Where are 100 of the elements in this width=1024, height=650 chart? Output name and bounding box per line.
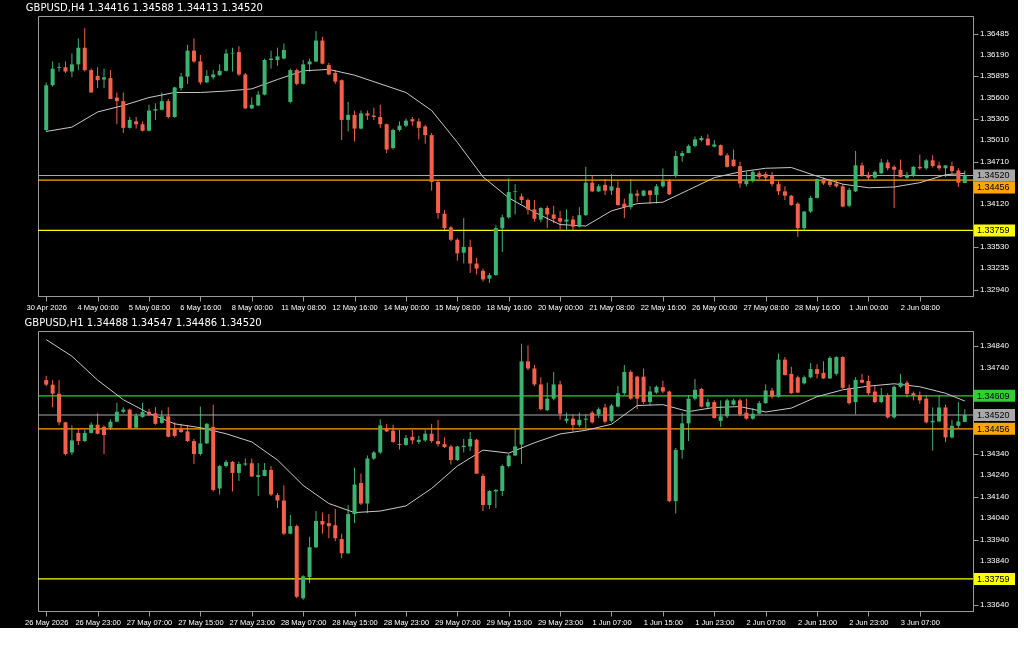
candlestick — [660, 167, 665, 189]
candlestick — [513, 427, 518, 457]
candlestick — [320, 36, 325, 65]
candlestick — [224, 459, 229, 469]
ref-line-label: 1.34520 — [977, 170, 1010, 181]
candlestick — [956, 401, 961, 429]
candlestick — [898, 159, 903, 179]
candlestick — [847, 187, 852, 208]
y-tick-label: 1.34040 — [980, 513, 1010, 523]
candlestick — [76, 37, 81, 71]
candlestick — [320, 512, 325, 535]
candlestick — [249, 458, 254, 478]
y-tick-label: 1.35895 — [980, 71, 1010, 81]
y-tick-label: 1.35010 — [980, 135, 1010, 145]
ref-line-label: 1.34609 — [977, 390, 1010, 401]
candlestick — [230, 460, 235, 492]
y-tick-label: 1.33530 — [980, 241, 1010, 251]
chart-title: GBPUSD,H1 1.34488 1.34547 1.34486 1.34520 — [24, 317, 262, 328]
y-tick-label: 1.33840 — [980, 556, 1010, 566]
candlestick — [660, 380, 665, 394]
candlestick — [532, 199, 537, 223]
y-tick-label: 1.35305 — [980, 113, 1010, 123]
candlestick — [436, 419, 441, 447]
y-tick-label: 1.35600 — [980, 92, 1010, 102]
candlestick — [217, 464, 222, 495]
candlestick — [82, 27, 87, 73]
candlestick — [146, 104, 151, 132]
candlestick — [545, 205, 550, 229]
candlestick — [500, 213, 505, 253]
candlestick — [378, 104, 383, 129]
candlestick — [737, 161, 742, 189]
candlestick — [937, 394, 942, 423]
candlestick — [301, 59, 306, 86]
y-tick-label: 1.34840 — [980, 341, 1010, 351]
candlestick — [648, 189, 653, 205]
candlestick — [416, 117, 421, 140]
candlestick — [108, 69, 113, 100]
candlestick — [892, 164, 897, 209]
y-tick-label: 1.34140 — [980, 491, 1010, 501]
candlestick — [693, 378, 697, 401]
candlestick — [57, 62, 62, 73]
candlestick — [236, 45, 241, 77]
candlestick — [159, 91, 164, 112]
y-tick-label: 1.32940 — [980, 284, 1010, 294]
candlestick — [680, 150, 685, 163]
candlestick — [442, 209, 447, 231]
candlestick — [635, 375, 640, 410]
candlestick — [301, 574, 306, 601]
candlestick — [525, 344, 530, 371]
candlestick — [204, 422, 209, 445]
candlestick — [397, 429, 402, 450]
candlestick — [487, 489, 492, 510]
candlestick — [69, 424, 74, 456]
candlestick — [853, 376, 858, 415]
candlestick — [718, 399, 723, 428]
candlestick — [198, 54, 203, 86]
candlestick — [166, 98, 171, 119]
candlestick — [603, 403, 608, 424]
candlestick — [558, 210, 563, 231]
candlestick — [352, 110, 357, 143]
candlestick — [789, 366, 794, 395]
y-tick-label: 1.34740 — [980, 362, 1010, 372]
candlestick — [834, 355, 839, 377]
candlestick — [455, 237, 460, 262]
ref-line-label: 1.34456 — [977, 423, 1010, 434]
ref-line-label: 1.34456 — [977, 182, 1010, 193]
y-tick-label: 1.34710 — [980, 156, 1010, 166]
y-tick-label: 1.36190 — [980, 49, 1010, 59]
candlestick — [782, 356, 787, 377]
y-tick-label: 1.36485 — [980, 28, 1010, 38]
candlestick — [224, 48, 229, 73]
ref-line-label: 1.33759 — [977, 573, 1010, 584]
candlestick — [429, 423, 434, 444]
candlestick — [545, 382, 550, 412]
candlestick — [191, 438, 196, 465]
ref-line-label: 1.34520 — [977, 410, 1010, 420]
candlestick — [326, 513, 331, 539]
candlestick — [423, 124, 428, 145]
candlestick — [904, 171, 909, 180]
candlestick — [346, 101, 351, 132]
candlestick — [468, 239, 473, 274]
candlestick — [69, 53, 74, 78]
ref-line-label: 1.33759 — [977, 225, 1010, 236]
candlestick — [648, 385, 653, 407]
chart-title: GBPUSD,H4 1.34416 1.34588 1.34413 1.34520 — [25, 2, 263, 13]
candlestick — [102, 424, 107, 455]
candlestick — [256, 462, 261, 497]
candlestick — [609, 403, 614, 423]
candlestick — [275, 47, 280, 67]
candlestick — [532, 364, 537, 387]
y-tick-label: 1.33640 — [980, 599, 1010, 609]
candlestick — [802, 210, 807, 232]
candlestick — [949, 161, 954, 175]
candlestick — [551, 371, 556, 401]
candlestick — [956, 167, 961, 188]
candlestick — [885, 392, 890, 420]
candlestick — [628, 178, 633, 210]
line-series — [45, 339, 966, 514]
candlestick — [615, 180, 620, 207]
candlestick — [333, 508, 338, 542]
